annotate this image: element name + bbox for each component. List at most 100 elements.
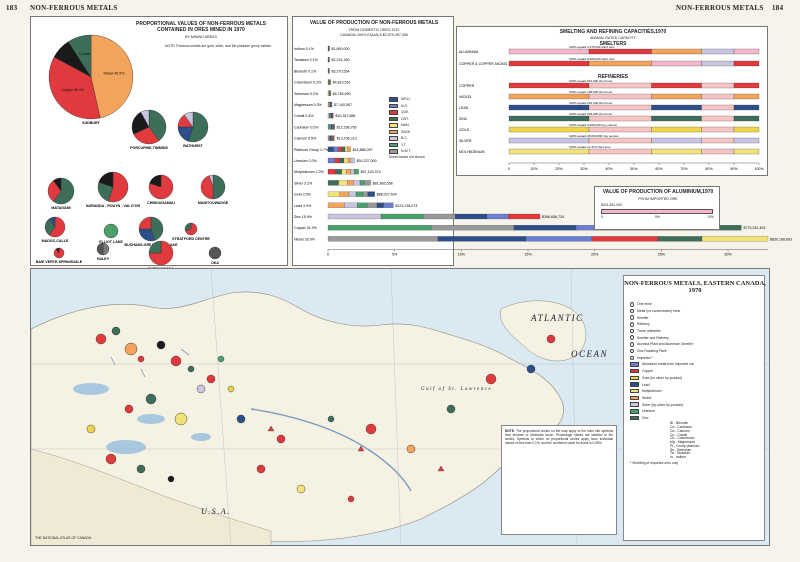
- map-mine-symbol: [187, 365, 195, 373]
- map-mine-symbol: [526, 364, 536, 374]
- pie-9: BUCHANS-GREAT GULL LAKE: [125, 216, 178, 247]
- bar-value-label: $42,886,097: [353, 148, 373, 152]
- smelt-segment: [651, 93, 702, 100]
- map-mine-symbol: [167, 475, 175, 483]
- legend-item: Smelter: [630, 315, 760, 320]
- bar-segment: [327, 180, 339, 186]
- map-mine-symbol: [485, 373, 497, 385]
- map-mine-symbol: [111, 326, 121, 336]
- bar-value-label: $2,231,160: [332, 58, 350, 62]
- bar-segment: [327, 124, 330, 130]
- bar-segment: [327, 101, 330, 108]
- bar-segment: [343, 157, 349, 164]
- pie-slice: [103, 223, 119, 239]
- bar-metal-label: Indium 0.1%: [294, 47, 315, 51]
- bar-segment: [338, 146, 342, 152]
- province-legend-item: Y.T.: [389, 142, 449, 147]
- note-title: NOTE:: [505, 429, 515, 433]
- bar-value-label: $5,784,690: [333, 92, 351, 96]
- province-name: NFLD.: [401, 97, 411, 102]
- legend-item: Copper: [630, 368, 760, 374]
- bar-segment: [335, 169, 342, 175]
- map-mine-symbol: [227, 385, 235, 393]
- bar-metal-label: Gold 3.5%: [294, 193, 312, 197]
- smelt-segment: [733, 93, 760, 100]
- bar-metal-label: Platinum Group 1.7%: [294, 148, 329, 152]
- legend-label: Refinery: [637, 322, 650, 327]
- pie-1: PORCUPINE-TIMMINS: [130, 109, 168, 150]
- bar-segment: [344, 146, 348, 152]
- pie-slice: [208, 246, 222, 260]
- map-credit: THE NATIONAL ATLAS OF CANADA: [35, 536, 92, 540]
- bar-segment: [513, 225, 577, 231]
- legend-label: Aluminum metal from imported ore: [642, 362, 695, 367]
- smelt-segment: [701, 60, 735, 67]
- province-name: B.C.: [401, 136, 408, 141]
- legend-item: Nickel: [630, 395, 760, 401]
- pie-area-name: BAIE VERTE-SPRINGDALE: [36, 260, 83, 264]
- pie-4: NORANDA - ROUYN - VAL D'OR: [86, 171, 141, 208]
- bar-metal-label: Copper 31.0%: [294, 226, 318, 230]
- right-page-title: NON-FERROUS METALS: [676, 4, 764, 12]
- legend-abbreviation: Pt - Group platinum: [670, 443, 700, 448]
- bar-segment: [332, 135, 334, 141]
- aluminium-tick-0: 0: [601, 215, 603, 219]
- bar-segment: [329, 113, 331, 119]
- province-name: MAN.: [401, 123, 410, 128]
- province-legend-item: NFLD.: [389, 97, 449, 102]
- bar-segment: [332, 124, 334, 130]
- bar-value-label: $830,166,603: [770, 237, 792, 241]
- province-legend-item: QUE.: [389, 110, 449, 115]
- aluminium-value: $341,651,000: [601, 203, 622, 207]
- smelt-segment: [588, 48, 652, 55]
- bar-segment: [423, 213, 456, 220]
- smelt-metal: GOLD: [459, 128, 470, 132]
- smelt-segment: [508, 82, 590, 89]
- value-panel: VALUE OF PRODUCTION OF NON-FERROUS METAL…: [292, 16, 454, 266]
- smelt-segment: [651, 115, 702, 122]
- value-bar-6: [327, 113, 334, 119]
- value-bar-17: [327, 236, 769, 242]
- smelt-tick-label: 30%: [580, 167, 588, 171]
- legend-swatch: [630, 409, 639, 414]
- value-bar-2: [327, 68, 330, 74]
- map-mine-symbol: [170, 355, 182, 367]
- pie-slice: [102, 242, 110, 256]
- pie-5: CHIBOUGAMAU: [147, 174, 175, 205]
- map-symbols: [86, 326, 556, 503]
- legend-abbreviation: Ta - Tantalum: [670, 451, 691, 456]
- map-mine-symbol: [446, 404, 456, 414]
- legend-footnote: * Smelting of imported ores only: [630, 460, 679, 465]
- pie-slice: [138, 216, 152, 230]
- legend-item: Metal (no concentrator) mine: [630, 308, 760, 314]
- province-swatch: [389, 116, 398, 121]
- smelt-tick-label: 20%: [555, 167, 563, 171]
- value-bar-13: [327, 191, 375, 197]
- pie-7: MADOC-CALLE: [42, 216, 69, 243]
- legend-item: Three refineries: [630, 328, 760, 334]
- smelt-tick-label: 60%: [655, 167, 663, 171]
- province-legend-item: MAN.: [389, 123, 449, 128]
- bar-metal-label: Bismuth 0.1%: [294, 69, 317, 73]
- bar-segment: [327, 202, 345, 208]
- right-page-number: 184: [772, 4, 784, 12]
- smelt-segment: [651, 137, 702, 144]
- legend-swatch: [630, 322, 634, 327]
- pie-area-name: MADOC-CALLE: [42, 239, 69, 243]
- ocean-label: OCEAN: [571, 349, 609, 359]
- smelt-note: 100% equals 8,605,000 short tons: [569, 57, 615, 61]
- map-mine-symbol: [406, 444, 416, 454]
- bar-segment: [331, 113, 333, 119]
- smelt-segment: [733, 60, 760, 67]
- smelt-note: 100% equals 526,000 short tons: [569, 112, 613, 116]
- value-subtitle: FROM DOMESTIC ORES,1970: [348, 28, 400, 32]
- aluminium-subtitle: FROM IMPORTED ORE: [638, 197, 678, 201]
- province-name: ONT.: [401, 116, 409, 121]
- value-bar-9: [327, 146, 351, 152]
- pie-slice-label: Nickel 46.5%: [103, 71, 125, 75]
- smelt-segment: [508, 60, 590, 67]
- smelt-segment: [588, 82, 652, 89]
- aluminium-panel: VALUE OF PRODUCTION OF ALUMINIUM,1970 FR…: [594, 186, 720, 230]
- pie-slice: [148, 240, 174, 266]
